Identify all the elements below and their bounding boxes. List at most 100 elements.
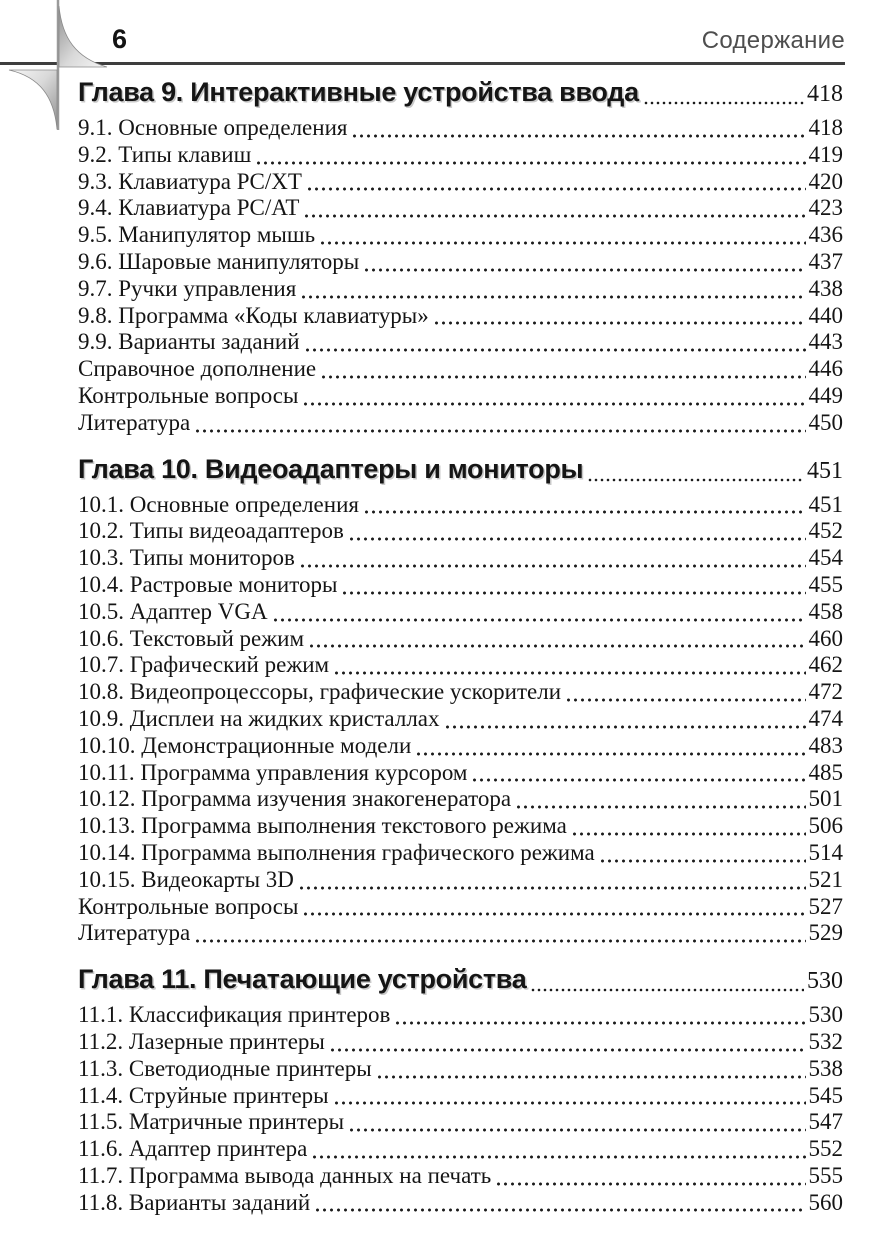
toc-entry-page: 521 [808, 866, 844, 892]
dot-leader [298, 545, 806, 572]
toc-entry-page: 485 [808, 759, 844, 785]
dot-leader [341, 572, 806, 599]
toc-entry-page: 449 [808, 382, 844, 408]
dot-leader [495, 1163, 806, 1190]
dot-leader [194, 920, 806, 947]
toc-entry-label: 10.12. Программа изучения знакогенератор… [78, 786, 512, 812]
page-header: 6 Содержание [0, 0, 875, 55]
dot-leader [302, 383, 806, 410]
toc-row: Контрольные вопросы 449 [78, 383, 843, 410]
toc-row: 9.5. Манипулятор мышь 436 [78, 222, 843, 249]
toc-entry-page: 514 [808, 839, 844, 865]
dot-leader [347, 518, 806, 545]
dot-leader [375, 1056, 806, 1083]
toc-row: 9.3. Клавиатура PC/XT 420 [78, 169, 843, 196]
toc-entry-page: 440 [808, 302, 844, 328]
dot-leader [415, 733, 806, 760]
dot-leader [271, 599, 806, 626]
toc-row: 11.8. Варианты заданий 560 [78, 1190, 843, 1217]
toc-row: 9.1. Основные определения 418 [78, 115, 843, 142]
toc-row: 10.2. Типы видеоадаптеров 452 [78, 518, 843, 545]
toc-entry-page: 527 [808, 893, 844, 919]
toc-row: Контрольные вопросы 527 [78, 894, 843, 921]
toc-row: 10.12. Программа изучения знакогенератор… [78, 786, 843, 813]
dot-leader [194, 410, 806, 437]
dot-leader [362, 492, 806, 519]
toc-chapter-row: Глава 11. Печатающие устройства 530 [78, 962, 843, 998]
toc-entry-label: 9.9. Варианты заданий [78, 329, 300, 355]
toc-entry-page: 545 [808, 1082, 844, 1108]
toc-row: 10.1. Основные определения 451 [78, 492, 843, 519]
dot-leader [565, 679, 806, 706]
dot-leader [642, 75, 805, 111]
toc-chapter-row: Глава 9. Интерактивные устройства ввода … [78, 75, 843, 111]
dot-leader [328, 1029, 806, 1056]
dot-leader [443, 706, 806, 733]
toc-entry-page: 451 [808, 491, 844, 517]
toc-entry-label: 10.2. Типы видеоадаптеров [78, 518, 344, 544]
toc-entry-label: 9.5. Манипулятор мышь [78, 222, 316, 248]
toc-entry-label: Литература [78, 409, 191, 435]
dot-leader [314, 1190, 806, 1217]
toc-entry-label: 11.4. Струйные принтеры [78, 1082, 329, 1108]
toc-entry-page: 506 [808, 813, 844, 839]
dot-leader [311, 1136, 806, 1163]
toc-entry-page: 460 [808, 625, 844, 651]
toc-row: 9.6. Шаровые манипуляторы 437 [78, 249, 843, 276]
toc-entry-page: 462 [808, 652, 844, 678]
toc-entry-label: 9.3. Клавиатура PC/XT [78, 168, 302, 194]
toc-row: 11.2. Лазерные принтеры 532 [78, 1029, 843, 1056]
toc-entry-label: Глава 11. Печатающие устройства [78, 964, 527, 995]
toc-entry-page: 532 [808, 1028, 844, 1054]
dot-leader [351, 115, 806, 142]
toc-entry-page: 451 [807, 457, 843, 484]
toc-row: 10.3. Типы мониторов 454 [78, 545, 843, 572]
toc-entry-page: 423 [808, 195, 844, 221]
dot-leader [348, 1109, 806, 1136]
toc-entry-label: Литература [78, 920, 191, 946]
toc-entry-label: 10.5. Адаптер VGA [78, 598, 268, 624]
toc-entry-label: Контрольные вопросы [78, 382, 299, 408]
toc-chapter-row: Глава 10. Видеоадаптеры и мониторы 451 [78, 452, 843, 488]
toc-entry-label: 9.2. Типы клавиш [78, 141, 252, 167]
toc-entry-page: 458 [808, 598, 844, 624]
toc-entry-label: Глава 10. Видеоадаптеры и мониторы [78, 453, 584, 484]
toc-entry-page: 474 [808, 705, 844, 731]
dot-leader [255, 142, 806, 169]
toc-entry-label: 11.6. Адаптер принтера [78, 1136, 308, 1162]
toc-entry-label: 10.8. Видеопроцессоры, графические ускор… [78, 679, 561, 705]
toc-entry-label: 10.14. Программа выполнения графического… [78, 839, 595, 865]
toc-entry-page: 530 [808, 1002, 844, 1028]
dot-leader [587, 452, 804, 488]
toc-entry-page: 538 [808, 1055, 844, 1081]
dot-leader [300, 276, 806, 303]
dot-leader [303, 329, 806, 356]
toc-row: 11.5. Матричные принтеры 547 [78, 1109, 843, 1136]
dot-leader [297, 867, 806, 894]
toc-entry-page: 552 [808, 1136, 844, 1162]
dot-leader [530, 962, 804, 998]
toc-entry-page: 420 [808, 168, 844, 194]
toc-entry-page: 437 [808, 248, 844, 274]
toc-row: 9.8. Программа «Коды клавиатуры» 440 [78, 303, 843, 330]
toc-entry-label: 11.2. Лазерные принтеры [78, 1028, 325, 1054]
toc-row: 11.1. Классификация принтеров 530 [78, 1002, 843, 1029]
toc-entry-label: 9.6. Шаровые манипуляторы [78, 248, 360, 274]
toc-entry-page: 483 [808, 732, 844, 758]
dot-leader [319, 222, 806, 249]
dot-leader [432, 303, 806, 330]
header-rule [0, 62, 845, 65]
toc-entry-page: 454 [808, 545, 844, 571]
toc-entry-label: 10.10. Демонстрационные модели [78, 732, 412, 758]
toc-row: 10.6. Текстовый режим 460 [78, 626, 843, 653]
toc-entry-page: 501 [808, 786, 844, 812]
toc-entry-page: 450 [808, 409, 844, 435]
toc-row: Литература 450 [78, 410, 843, 437]
toc-entry-label: 11.1. Классификация принтеров [78, 1002, 391, 1028]
toc-row: 10.10. Демонстрационные модели 483 [78, 733, 843, 760]
toc-entry-label: 9.8. Программа «Коды клавиатуры» [78, 302, 429, 328]
dot-leader [363, 249, 806, 276]
dot-leader [570, 813, 806, 840]
toc-entry-label: Глава 9. Интерактивные устройства ввода [78, 77, 639, 107]
